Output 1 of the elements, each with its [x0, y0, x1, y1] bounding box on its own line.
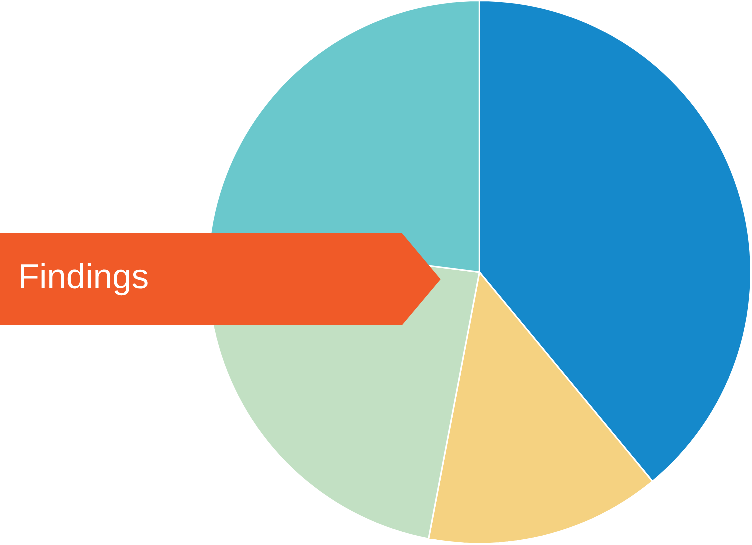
text: Findings [21, 264, 148, 296]
